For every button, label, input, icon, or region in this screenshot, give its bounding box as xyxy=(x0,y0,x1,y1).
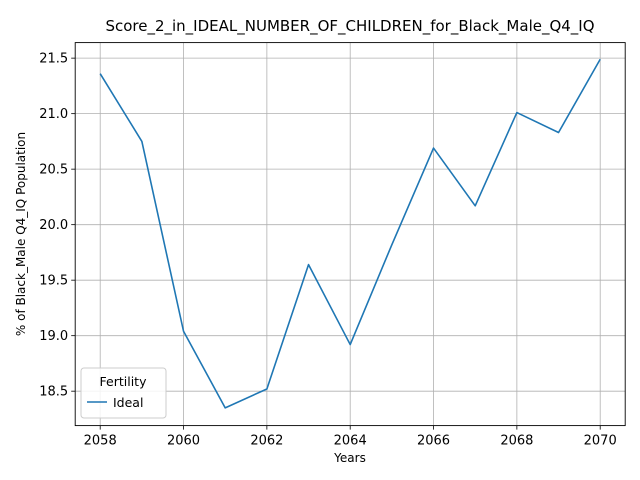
y-tick-label: 21.0 xyxy=(39,107,68,122)
y-axis-label: % of Black_Male Q4_IQ Population xyxy=(14,132,28,336)
chart-title: Score_2_in_IDEAL_NUMBER_OF_CHILDREN_for_… xyxy=(105,17,594,36)
legend-title: Fertility xyxy=(100,374,148,389)
grid-lines xyxy=(75,42,626,426)
legend-label: Ideal xyxy=(113,395,143,410)
y-tick-label: 19.0 xyxy=(39,329,68,344)
x-tick-label: 2070 xyxy=(584,434,617,449)
x-tick-label: 2064 xyxy=(334,434,367,449)
x-tick-label: 2062 xyxy=(250,434,283,449)
x-axis-label: Years xyxy=(333,451,366,465)
legend-box xyxy=(80,367,167,419)
x-axis-ticks: 2058 2060 2062 2064 2066 2068 2070 xyxy=(84,425,617,449)
y-tick-label: 20.5 xyxy=(39,163,68,178)
x-tick-label: 2060 xyxy=(167,434,200,449)
series-group xyxy=(99,58,601,409)
y-axis-ticks: 18.5 19.0 19.5 20.0 20.5 21.0 21.5 xyxy=(39,52,76,400)
x-tick-label: 2068 xyxy=(500,434,533,449)
legend: Fertility Ideal xyxy=(80,367,167,419)
x-tick-label: 2066 xyxy=(417,434,450,449)
y-tick-label: 21.5 xyxy=(39,52,68,67)
y-tick-label: 18.5 xyxy=(39,385,68,400)
x-tick-label: 2058 xyxy=(84,434,117,449)
y-tick-label: 20.0 xyxy=(39,218,68,233)
y-tick-label: 19.5 xyxy=(39,274,68,289)
